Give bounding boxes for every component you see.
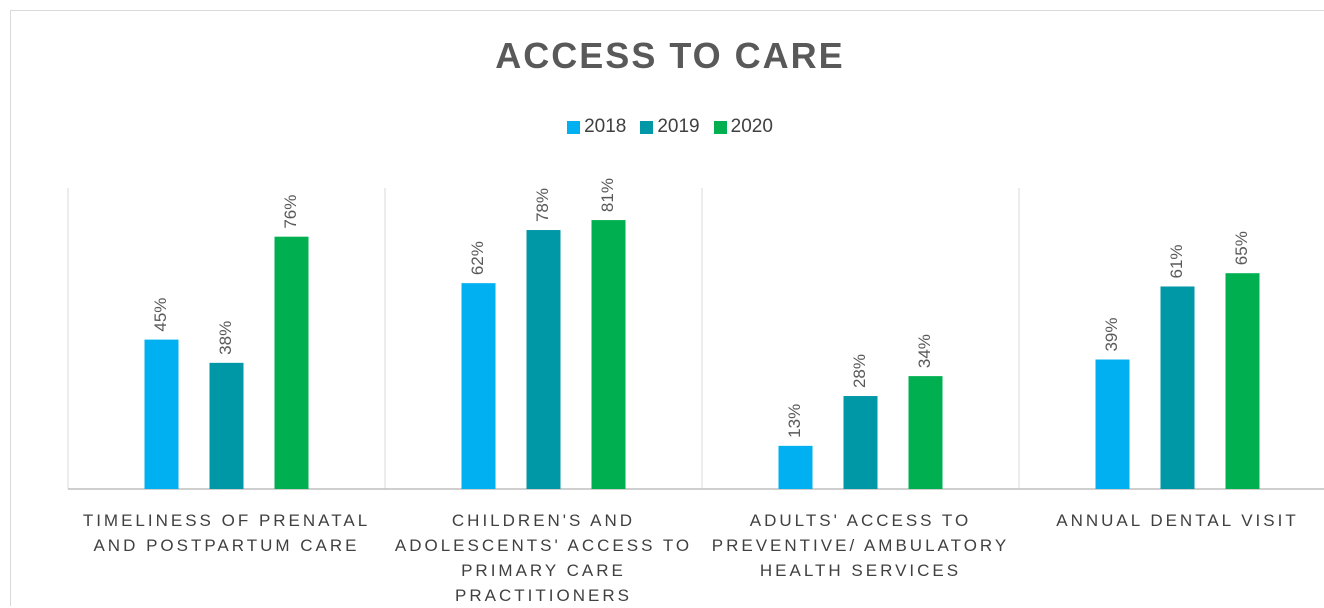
data-label-2018-cat3: 13% [785, 404, 804, 438]
bar-2020-cat3 [909, 376, 943, 489]
data-label-2020-cat3: 34% [915, 334, 934, 368]
category-label-line: PREVENTIVE/ AMBULATORY [691, 533, 1031, 558]
bar-2019-cat3 [844, 396, 878, 489]
data-label-2020-cat1: 76% [281, 195, 300, 229]
category-label-line: ANNUAL DENTAL VISIT [1008, 508, 1324, 533]
category-label-line: AND POSTPARTUM CARE [57, 533, 397, 558]
category-label-4: ANNUAL DENTAL VISIT [1008, 508, 1324, 533]
category-label-line: HEALTH SERVICES [691, 558, 1031, 583]
bar-2018-cat3 [779, 446, 813, 489]
bar-2020-cat1 [275, 237, 309, 489]
data-label-2019-cat4: 61% [1167, 244, 1186, 278]
bar-2018-cat1 [145, 340, 179, 489]
bar-2020-cat2 [592, 220, 626, 489]
bar-2019-cat1 [210, 363, 244, 489]
bar-2019-cat2 [527, 230, 561, 489]
category-label-line: PRACTITIONERS [374, 583, 714, 608]
category-label-line: TIMELINESS OF PRENATAL [57, 508, 397, 533]
category-label-line: PRIMARY CARE [374, 558, 714, 583]
data-label-2019-cat3: 28% [850, 354, 869, 388]
data-label-2018-cat1: 45% [151, 298, 170, 332]
data-label-2018-cat2: 62% [468, 241, 487, 275]
bar-2018-cat4 [1096, 360, 1130, 489]
category-label-line: ADOLESCENTS' ACCESS TO [374, 533, 714, 558]
data-label-2018-cat4: 39% [1102, 317, 1121, 351]
category-label-line: ADULTS' ACCESS TO [691, 508, 1031, 533]
data-label-2019-cat1: 38% [216, 321, 235, 355]
data-label-2020-cat2: 81% [598, 178, 617, 212]
bar-2019-cat4 [1161, 286, 1195, 489]
bar-2018-cat2 [462, 283, 496, 489]
data-label-2020-cat4: 65% [1232, 231, 1251, 265]
data-label-2019-cat2: 78% [533, 188, 552, 222]
bar-2020-cat4 [1226, 273, 1260, 489]
category-label-line: CHILDREN'S AND [374, 508, 714, 533]
